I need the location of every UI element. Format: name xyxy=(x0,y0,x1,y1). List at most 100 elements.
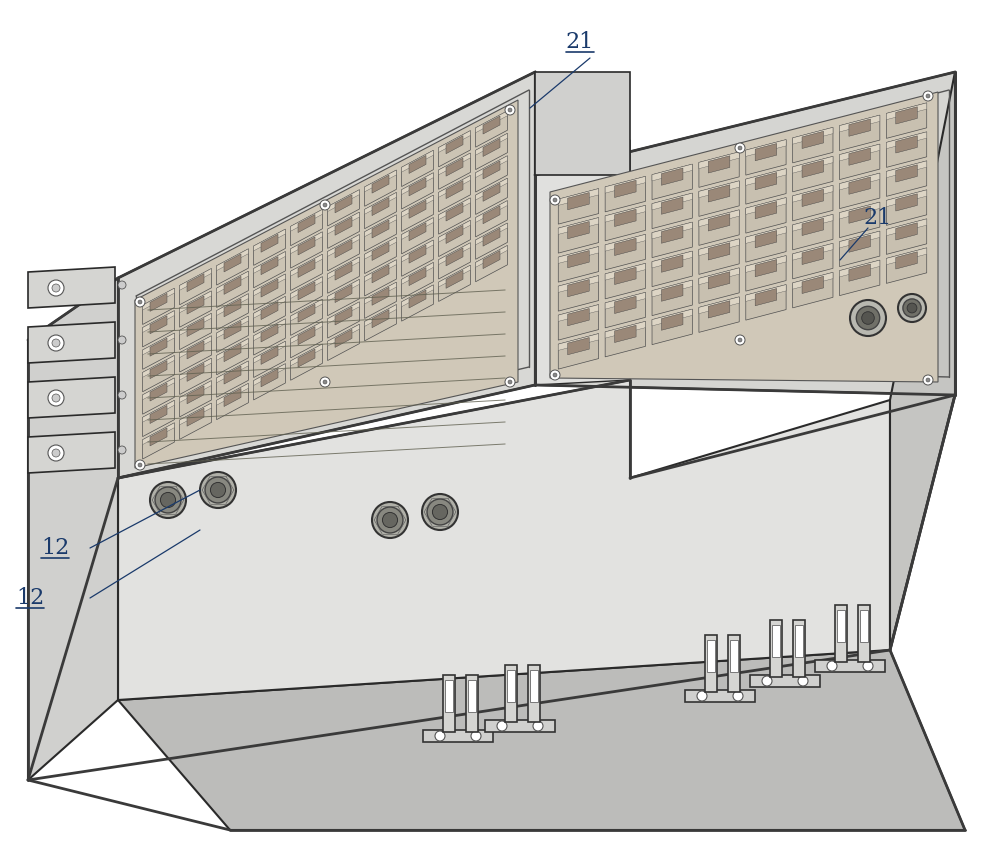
Polygon shape xyxy=(793,127,833,162)
Polygon shape xyxy=(849,264,870,281)
Polygon shape xyxy=(261,279,278,297)
Polygon shape xyxy=(402,240,433,262)
Polygon shape xyxy=(699,209,739,245)
Polygon shape xyxy=(699,181,739,216)
Circle shape xyxy=(432,504,448,520)
Polygon shape xyxy=(372,243,389,261)
Polygon shape xyxy=(558,218,599,253)
Polygon shape xyxy=(328,324,359,346)
Polygon shape xyxy=(365,260,396,281)
Circle shape xyxy=(550,370,560,380)
Circle shape xyxy=(48,390,64,406)
Circle shape xyxy=(862,312,874,324)
Polygon shape xyxy=(335,262,352,280)
Polygon shape xyxy=(896,194,917,211)
Polygon shape xyxy=(476,178,507,215)
Polygon shape xyxy=(328,190,359,226)
Polygon shape xyxy=(730,640,738,672)
Circle shape xyxy=(435,731,445,741)
Polygon shape xyxy=(143,400,174,437)
Polygon shape xyxy=(291,321,322,358)
Polygon shape xyxy=(328,234,359,271)
Polygon shape xyxy=(180,358,211,380)
Polygon shape xyxy=(705,635,717,692)
Polygon shape xyxy=(605,292,645,327)
Polygon shape xyxy=(835,605,847,662)
Polygon shape xyxy=(291,254,322,276)
Circle shape xyxy=(52,449,60,457)
Polygon shape xyxy=(558,246,599,263)
Polygon shape xyxy=(365,170,396,192)
Polygon shape xyxy=(291,344,322,366)
Circle shape xyxy=(553,198,557,202)
Polygon shape xyxy=(605,321,645,339)
Polygon shape xyxy=(840,173,880,209)
Polygon shape xyxy=(143,400,174,422)
Circle shape xyxy=(926,94,930,98)
Polygon shape xyxy=(409,222,426,241)
Polygon shape xyxy=(298,215,315,233)
Polygon shape xyxy=(365,238,396,274)
Polygon shape xyxy=(802,160,824,178)
Polygon shape xyxy=(402,285,433,321)
Polygon shape xyxy=(217,383,248,405)
Polygon shape xyxy=(402,285,433,307)
Polygon shape xyxy=(558,304,599,321)
Polygon shape xyxy=(291,254,322,291)
Polygon shape xyxy=(896,223,917,240)
Polygon shape xyxy=(254,274,285,310)
Polygon shape xyxy=(187,408,204,426)
Polygon shape xyxy=(886,103,927,139)
Polygon shape xyxy=(402,150,433,172)
Circle shape xyxy=(903,299,921,317)
Circle shape xyxy=(200,472,236,508)
Polygon shape xyxy=(886,132,927,149)
Polygon shape xyxy=(261,324,278,342)
Polygon shape xyxy=(755,173,777,190)
Polygon shape xyxy=(224,388,241,406)
Polygon shape xyxy=(254,229,285,265)
Polygon shape xyxy=(143,378,174,400)
Polygon shape xyxy=(446,270,463,288)
Polygon shape xyxy=(858,605,870,662)
Polygon shape xyxy=(699,239,739,274)
Polygon shape xyxy=(261,369,278,386)
Polygon shape xyxy=(143,288,174,310)
Polygon shape xyxy=(335,217,352,235)
Polygon shape xyxy=(746,285,786,320)
Polygon shape xyxy=(699,152,739,187)
Circle shape xyxy=(827,661,837,671)
Circle shape xyxy=(150,482,186,518)
Polygon shape xyxy=(328,190,359,211)
Polygon shape xyxy=(661,168,683,186)
Polygon shape xyxy=(372,220,389,238)
Polygon shape xyxy=(180,291,211,313)
Polygon shape xyxy=(291,277,322,298)
Polygon shape xyxy=(365,304,396,327)
Polygon shape xyxy=(328,234,359,256)
Circle shape xyxy=(320,200,330,210)
Polygon shape xyxy=(746,256,786,273)
Polygon shape xyxy=(143,423,174,459)
Polygon shape xyxy=(443,675,455,732)
Polygon shape xyxy=(793,215,833,231)
Polygon shape xyxy=(180,358,211,394)
Polygon shape xyxy=(187,318,204,337)
Circle shape xyxy=(798,676,808,686)
Polygon shape xyxy=(755,260,777,277)
Polygon shape xyxy=(558,304,599,340)
Circle shape xyxy=(926,378,930,382)
Polygon shape xyxy=(840,144,880,161)
Polygon shape xyxy=(143,333,174,355)
Polygon shape xyxy=(217,249,248,271)
Polygon shape xyxy=(143,423,174,445)
Polygon shape xyxy=(476,111,507,147)
Polygon shape xyxy=(402,240,433,276)
Circle shape xyxy=(738,146,742,150)
Polygon shape xyxy=(446,158,463,176)
Polygon shape xyxy=(28,432,115,473)
Polygon shape xyxy=(28,377,115,418)
Polygon shape xyxy=(187,341,204,359)
Polygon shape xyxy=(886,190,927,207)
Polygon shape xyxy=(708,243,730,260)
